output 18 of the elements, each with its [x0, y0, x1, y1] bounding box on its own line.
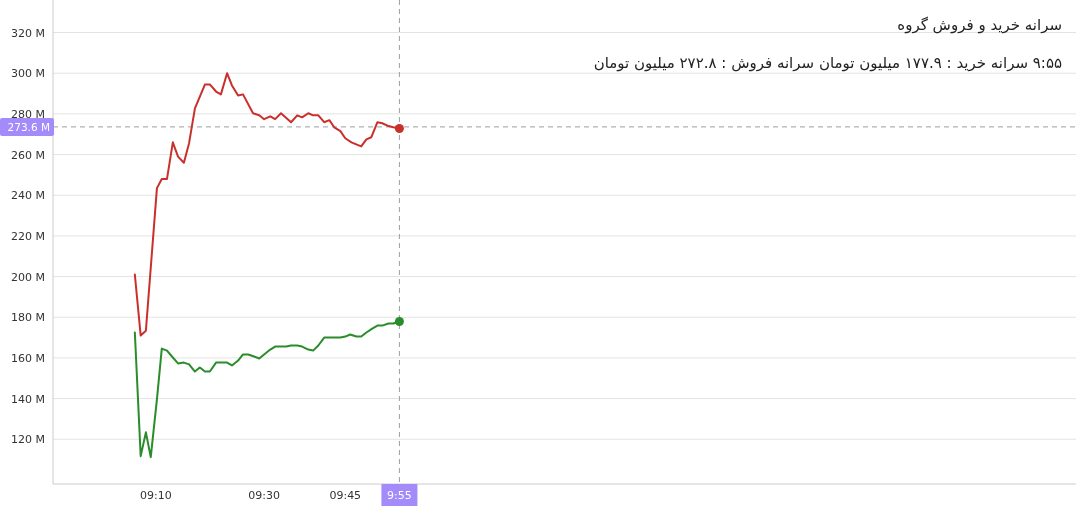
y-tick-label: 280 M	[11, 107, 45, 121]
y-tick-label: 180 M	[11, 311, 45, 325]
y-tick-label: 200 M	[11, 270, 45, 284]
text: سرانه خرید و فروش گروه	[897, 16, 1062, 34]
y-tick-label: 300 M	[11, 67, 45, 81]
y-tick-label: 140 M	[11, 392, 45, 406]
ref-line-label: 273.6 M	[7, 120, 50, 133]
x-tick-label: 09:10	[139, 489, 172, 502]
y-tick-label: 320 M	[11, 26, 45, 40]
y-tick-label: 240 M	[11, 189, 45, 203]
y-tick-label: 160 M	[11, 351, 45, 365]
x-tick-label: 09:30	[248, 489, 280, 502]
text: ۹:۵۵ سرانه خرید : ۱۷۷.۹ میلیون تومان سرانه فروش : ۲۷۲.۸ میلیون تومان	[593, 54, 1062, 72]
text: 9:55	[387, 489, 412, 502]
y-tick-label: 260 M	[11, 148, 45, 162]
y-tick-label: 120 M	[11, 433, 45, 447]
y-tick-label: 220 M	[11, 229, 45, 243]
x-tick-label: 09:45	[329, 489, 362, 502]
